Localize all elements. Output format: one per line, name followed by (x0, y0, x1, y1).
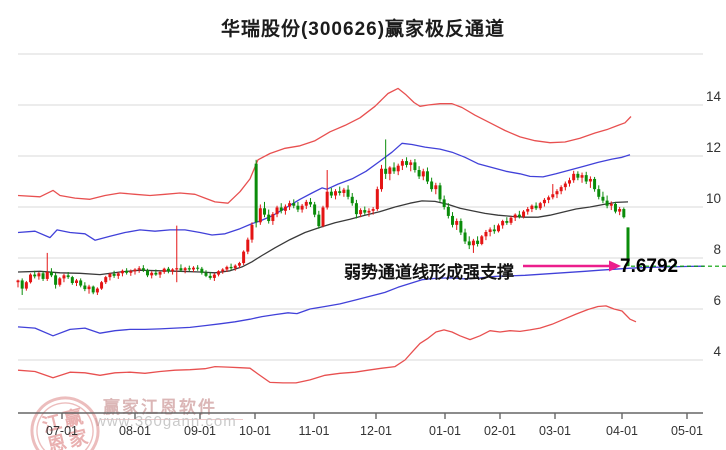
channel-line-lower-red (17, 305, 637, 384)
x-tick-label: 05-01 (671, 424, 703, 438)
x-tick-label: 04-01 (606, 424, 638, 438)
support-price-label: 7.6792 (620, 256, 679, 277)
y-tick-label: 8 (713, 242, 721, 257)
channel-lines (17, 87, 705, 384)
x-tick-label: 12-01 (360, 424, 392, 438)
brand-seal-logo: 江 赢 恩 家 (30, 396, 100, 450)
chart-title: 华瑞股份(300626)赢家极反通道 (220, 19, 506, 40)
y-tick-label: 14 (706, 89, 722, 104)
channel-line-mid-black (17, 200, 629, 276)
channel-line-lower-blue (17, 265, 705, 337)
seal-char-3: 恩 (45, 431, 69, 450)
watermark-underline (100, 419, 243, 420)
gridlines (18, 53, 703, 361)
candles (16, 139, 630, 295)
support-annotation-arrow-icon (523, 260, 621, 272)
x-axis: 07-01 08-01 09-01 10-01 11-01 12-01 01-01 02-01… (18, 412, 703, 438)
x-tick-label: 08-01 (119, 424, 151, 438)
y-tick-label: 10 (706, 191, 721, 206)
x-tick-label: 01-01 (429, 424, 461, 438)
channel-line-upper-red (17, 87, 632, 204)
y-axis: 4 6 8 10 12 14 (706, 89, 722, 359)
x-tick-label: 07-01 (46, 424, 78, 438)
y-tick-label: 6 (713, 293, 721, 308)
x-tick-label: 09-01 (184, 424, 216, 438)
x-tick-label: 03-01 (539, 424, 571, 438)
watermark-brand: 赢家江恩软件 (103, 398, 217, 417)
y-tick-label: 12 (706, 140, 721, 155)
x-tick-label: 10-01 (239, 424, 271, 438)
support-annotation-text: 弱势通道线形成强支撑 (344, 263, 514, 282)
y-tick-label: 4 (713, 344, 721, 359)
x-tick-label: 11-01 (298, 424, 329, 438)
x-tick-label: 02-01 (484, 424, 516, 438)
seal-char-1: 江 (40, 411, 64, 437)
